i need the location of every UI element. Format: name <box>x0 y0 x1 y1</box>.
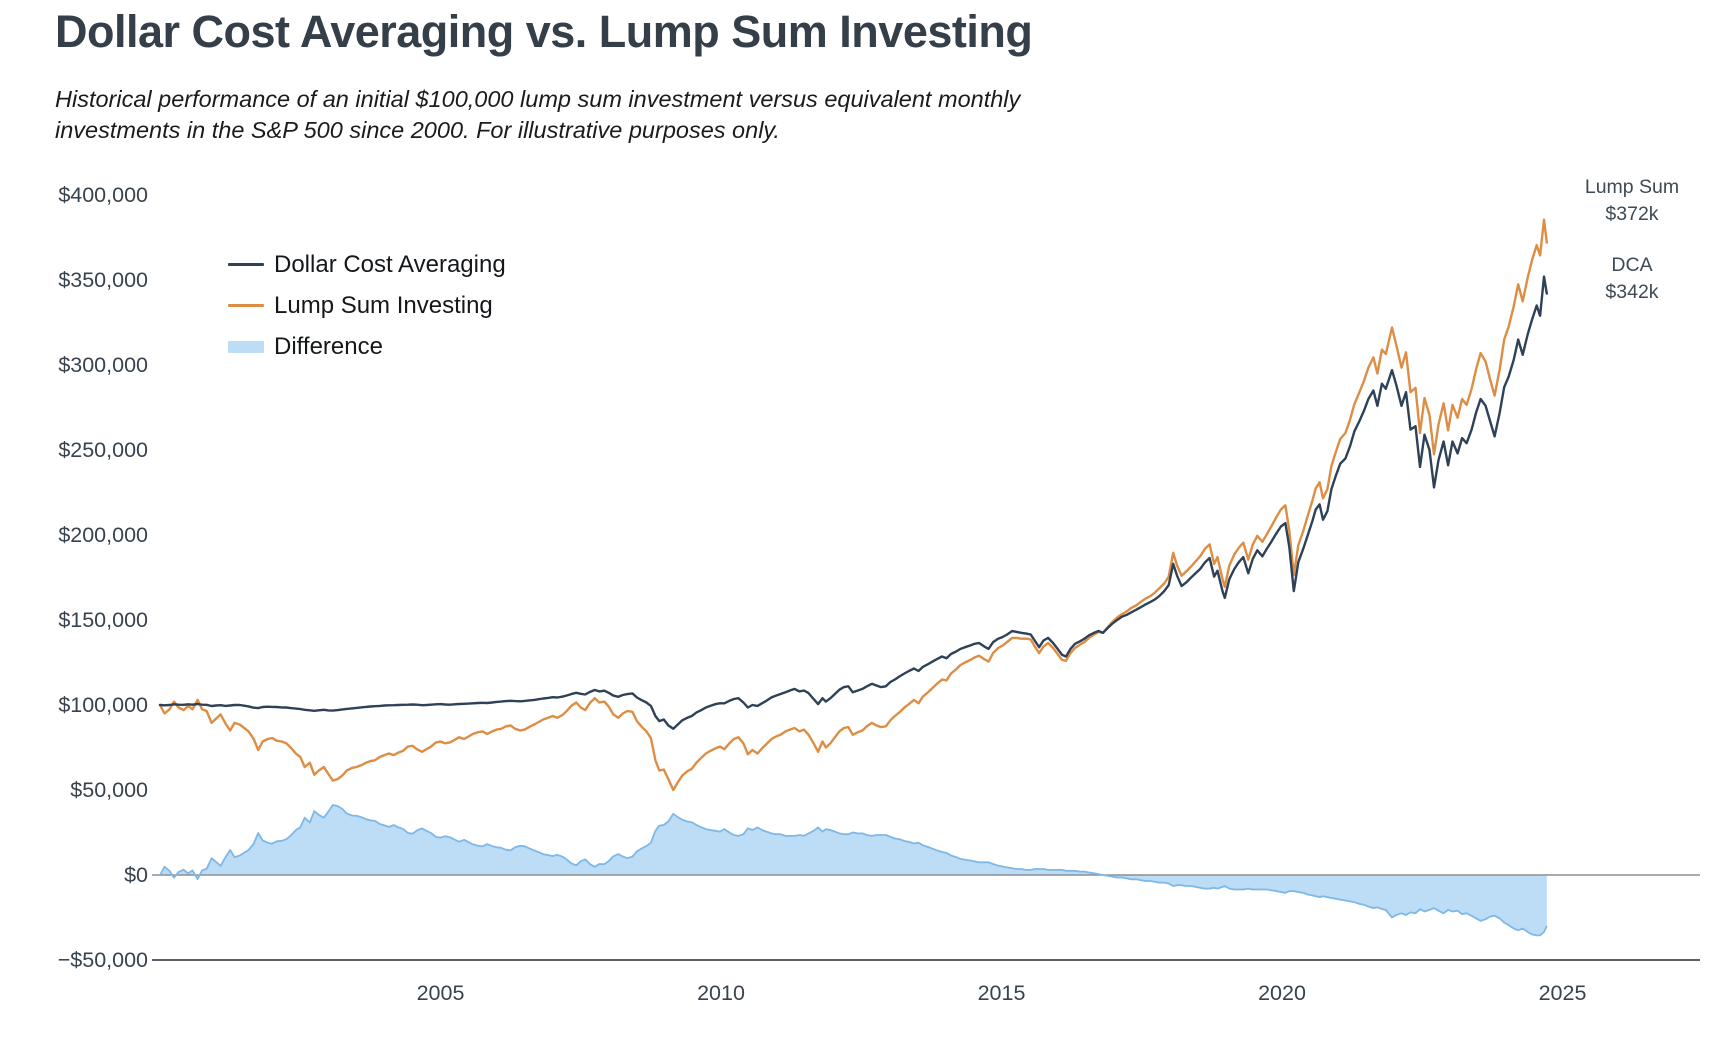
y-tick-label: $50,000 <box>70 778 148 802</box>
x-tick-label: 2025 <box>1539 981 1587 1005</box>
y-tick-label: $350,000 <box>58 268 148 292</box>
lump-sum-end-title: Lump Sum <box>1584 176 1680 198</box>
dca-line <box>158 275 1548 730</box>
dca-end-title: DCA <box>1611 254 1653 276</box>
y-tick-label: $250,000 <box>58 438 148 462</box>
subtitle-line-2: investments in the S&P 500 since 2000. F… <box>55 117 780 143</box>
legend-label-dca: Dollar Cost Averaging <box>274 250 506 278</box>
dca-end-value: $342k <box>1605 280 1659 303</box>
lump-sum-end-label: Lump Sum $372k <box>1552 174 1712 227</box>
lump-sum-line <box>158 218 1548 792</box>
chart-subtitle: Historical performance of an initial $10… <box>55 84 1020 146</box>
x-tick-label: 2020 <box>1258 981 1306 1005</box>
difference-edge-line <box>159 804 1548 937</box>
legend-item-lump-sum: Lump Sum Investing <box>228 285 506 326</box>
x-tick-label: 2015 <box>978 981 1026 1005</box>
lump-sum-end-value: $372k <box>1605 202 1659 225</box>
difference-area <box>160 805 1547 936</box>
page-title: Dollar Cost Averaging vs. Lump Sum Inves… <box>55 6 1033 57</box>
dca-end-label: DCA $342k <box>1552 252 1712 305</box>
y-tick-label: $100,000 <box>58 693 148 717</box>
lump-sum-line-swatch-icon <box>228 304 264 307</box>
dca-line-swatch-icon <box>228 263 264 266</box>
legend-item-dca: Dollar Cost Averaging <box>228 244 506 285</box>
y-tick-label: $300,000 <box>58 353 148 377</box>
y-tick-label: $400,000 <box>58 183 148 207</box>
y-tick-label: $0 <box>124 863 148 887</box>
x-tick-label: 2005 <box>417 981 465 1005</box>
y-tick-label: −$50,000 <box>58 948 148 972</box>
legend-item-difference: Difference <box>228 326 506 367</box>
y-tick-label: $200,000 <box>58 523 148 547</box>
difference-area-swatch-icon <box>228 340 264 353</box>
legend-label-lump-sum: Lump Sum Investing <box>274 291 493 319</box>
subtitle-line-1: Historical performance of an initial $10… <box>55 86 1021 112</box>
chart-legend: Dollar Cost Averaging Lump Sum Investing… <box>228 244 506 367</box>
x-tick-label: 2010 <box>697 981 745 1005</box>
legend-label-difference: Difference <box>274 332 383 360</box>
y-tick-label: $150,000 <box>58 608 148 632</box>
